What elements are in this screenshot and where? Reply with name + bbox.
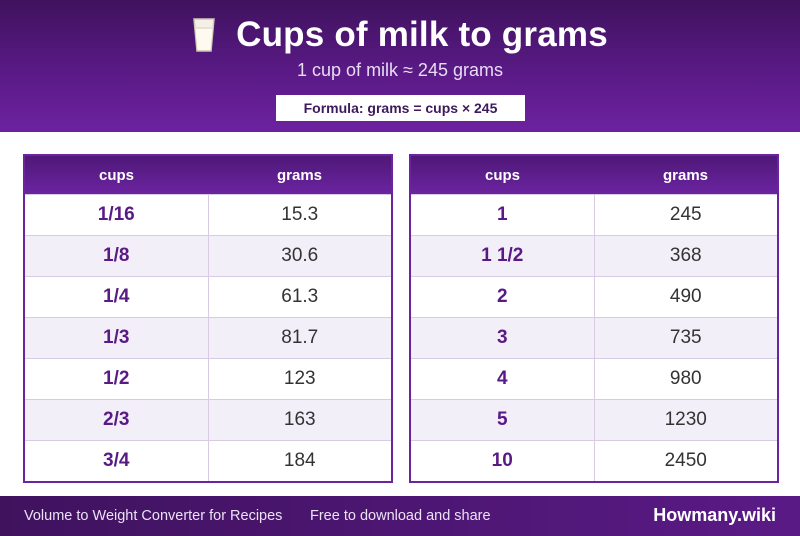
table-row: 4 980: [411, 358, 777, 399]
table-row: 1/3 81.7: [25, 317, 391, 358]
footer: Volume to Weight Converter for Recipes F…: [0, 496, 800, 536]
cell-cups: 1/16: [25, 195, 209, 235]
column-header-grams: grams: [276, 166, 323, 184]
footer-tagline: Volume to Weight Converter for Recipes: [24, 508, 283, 524]
brand-logo-text[interactable]: Howmany.wiki: [653, 505, 776, 525]
cell-grams: 61.3: [281, 286, 319, 307]
cell-cups: 1 1/2: [411, 236, 595, 276]
cell-grams: 2450: [664, 450, 707, 471]
cell-cups: 2: [411, 277, 595, 317]
cell-grams: 980: [669, 368, 702, 389]
footer-share-note: Free to download and share: [310, 508, 491, 524]
table-row: 1 1/2 368: [411, 235, 777, 276]
table-row: 2/3 163: [25, 399, 391, 440]
cell-grams: 30.6: [281, 245, 319, 266]
cell-cups: 4: [411, 359, 595, 399]
cell-cups: 2/3: [25, 400, 209, 440]
conversion-table-right: cups grams 1 245 1 1/2 368 2 490 3 735 4…: [409, 154, 779, 483]
cell-grams: 245: [669, 204, 702, 225]
milk-glass-icon: [192, 17, 216, 53]
cell-grams: 1230: [664, 409, 707, 430]
table-header: cups grams: [25, 156, 391, 194]
table-row: 3 735: [411, 317, 777, 358]
table-row: 1/4 61.3: [25, 276, 391, 317]
cell-grams: 81.7: [281, 327, 319, 348]
table-row: 10 2450: [411, 440, 777, 481]
table-header: cups grams: [411, 156, 777, 194]
header: Cups of milk to grams 1 cup of milk ≈ 24…: [0, 0, 800, 132]
cell-cups: 1/8: [25, 236, 209, 276]
table-row: 1/16 15.3: [25, 194, 391, 235]
cell-grams: 123: [283, 368, 316, 389]
cell-grams: 184: [283, 450, 316, 471]
cell-grams: 163: [283, 409, 316, 430]
cell-cups: 5: [411, 400, 595, 440]
column-header-cups: cups: [98, 166, 134, 184]
cell-cups: 3/4: [25, 441, 209, 481]
column-header-grams: grams: [662, 166, 709, 184]
table-row: 3/4 184: [25, 440, 391, 481]
cell-cups: 1: [411, 195, 595, 235]
cell-cups: 3: [411, 318, 595, 358]
cell-cups: 10: [411, 441, 595, 481]
cell-cups: 1/3: [25, 318, 209, 358]
cell-cups: 1/4: [25, 277, 209, 317]
table-row: 1/8 30.6: [25, 235, 391, 276]
column-header-cups: cups: [484, 166, 520, 184]
table-row: 5 1230: [411, 399, 777, 440]
cell-grams: 490: [669, 286, 702, 307]
formula-badge: Formula: grams = cups × 245: [276, 95, 525, 121]
conversion-table-left: cups grams 1/16 15.3 1/8 30.6 1/4 61.3 1…: [23, 154, 393, 483]
table-row: 1/2 123: [25, 358, 391, 399]
subtitle: 1 cup of milk ≈ 245 grams: [297, 60, 503, 80]
cell-grams: 368: [669, 245, 702, 266]
title-row: Cups of milk to grams: [0, 14, 800, 56]
page-title: Cups of milk to grams: [236, 15, 608, 54]
cell-cups: 1/2: [25, 359, 209, 399]
cell-grams: 735: [669, 327, 702, 348]
table-row: 1 245: [411, 194, 777, 235]
cell-grams: 15.3: [281, 204, 319, 225]
table-row: 2 490: [411, 276, 777, 317]
